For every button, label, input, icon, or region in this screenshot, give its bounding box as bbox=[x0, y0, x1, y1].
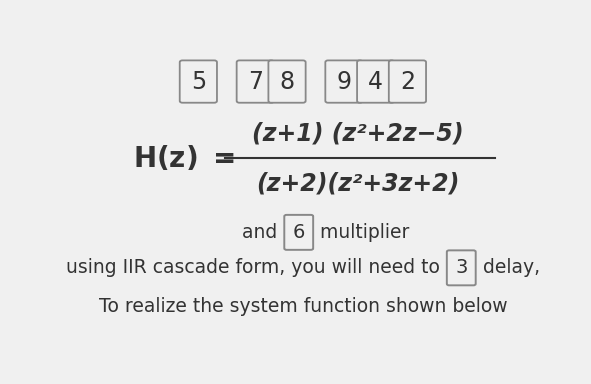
Text: (z+2)(z²+3z+2): (z+2)(z²+3z+2) bbox=[256, 172, 460, 195]
Text: To realize the system function shown below: To realize the system function shown bel… bbox=[99, 297, 507, 316]
Text: $\mathbf{H(z)\ =}$: $\mathbf{H(z)\ =}$ bbox=[134, 144, 235, 173]
FancyBboxPatch shape bbox=[389, 60, 426, 103]
Text: 2: 2 bbox=[400, 70, 415, 94]
FancyBboxPatch shape bbox=[357, 60, 394, 103]
Text: 9: 9 bbox=[336, 70, 352, 94]
Text: 8: 8 bbox=[280, 70, 294, 94]
Text: delay,: delay, bbox=[476, 258, 540, 277]
FancyBboxPatch shape bbox=[236, 60, 274, 103]
Text: 5: 5 bbox=[191, 70, 206, 94]
FancyBboxPatch shape bbox=[268, 60, 306, 103]
FancyBboxPatch shape bbox=[284, 215, 313, 250]
FancyBboxPatch shape bbox=[180, 60, 217, 103]
Text: (z+1) (z²+2z−5): (z+1) (z²+2z−5) bbox=[252, 121, 464, 145]
Text: and: and bbox=[242, 223, 283, 242]
Text: 3: 3 bbox=[455, 258, 467, 277]
Text: 4: 4 bbox=[368, 70, 383, 94]
Text: 6: 6 bbox=[293, 223, 305, 242]
FancyBboxPatch shape bbox=[325, 60, 362, 103]
Text: using IIR cascade form, you will need to: using IIR cascade form, you will need to bbox=[66, 258, 446, 277]
Text: 7: 7 bbox=[248, 70, 263, 94]
Text: multiplier: multiplier bbox=[314, 223, 410, 242]
FancyBboxPatch shape bbox=[447, 250, 476, 285]
